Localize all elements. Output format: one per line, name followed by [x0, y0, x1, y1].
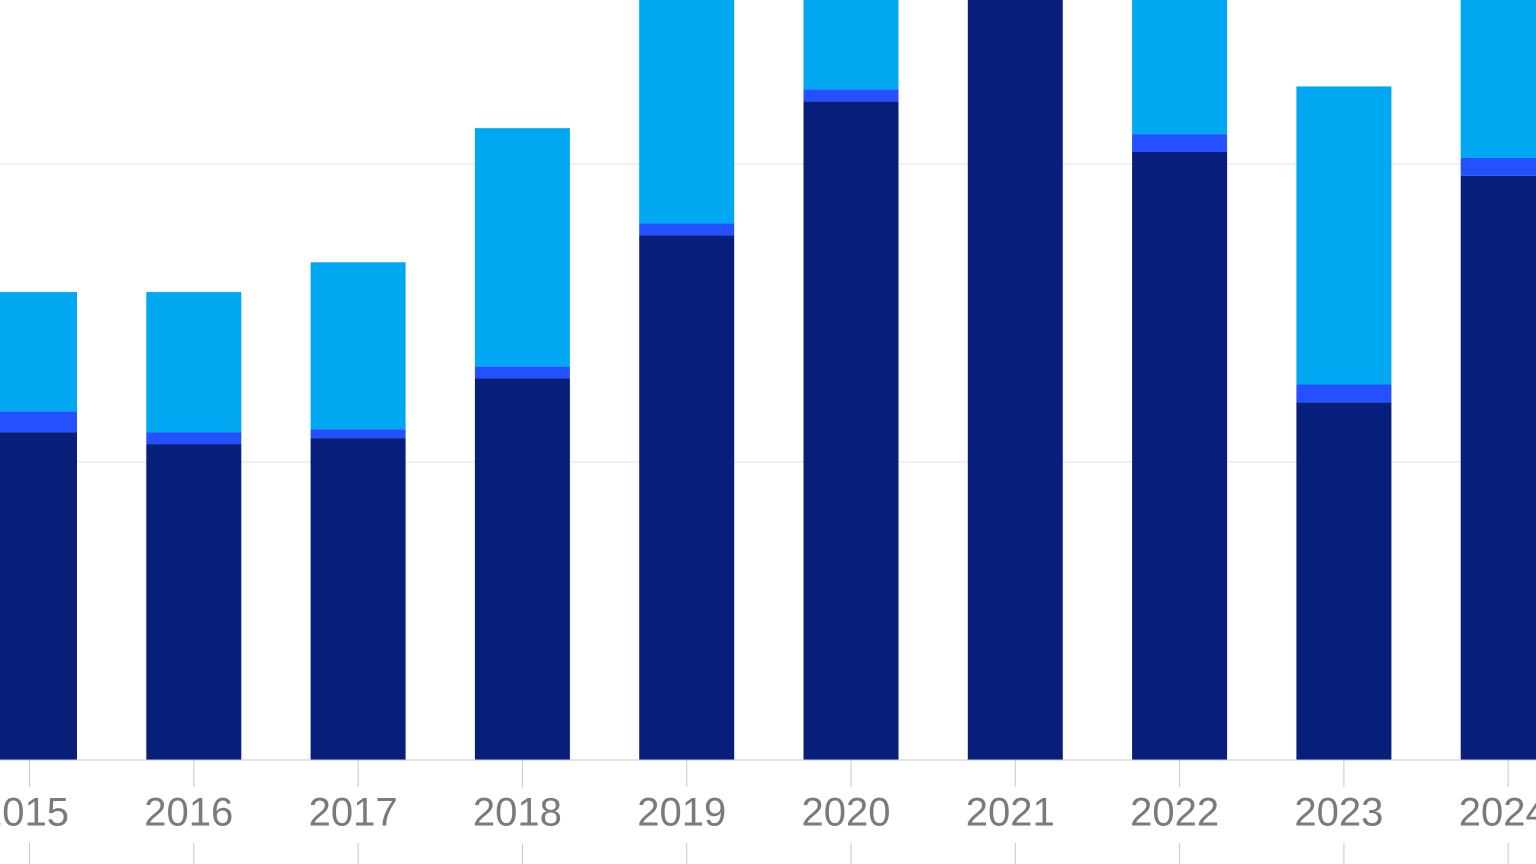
bar-segment	[310, 429, 406, 439]
bar-segment	[1296, 86, 1392, 385]
bar-segment	[0, 292, 77, 412]
bar-segment	[474, 128, 570, 367]
bar-segment	[1460, 0, 1536, 158]
x-tick-label: 2024	[1459, 791, 1536, 835]
bar-segment	[146, 432, 242, 445]
x-tick-label: 2015	[0, 791, 69, 835]
x-tick-label: 2018	[473, 791, 562, 835]
bar-segment	[1460, 157, 1536, 176]
bar-segment	[474, 366, 570, 379]
x-tick-label: 2020	[802, 791, 891, 835]
bar-segment	[1460, 175, 1536, 760]
bar-segment	[310, 262, 406, 430]
bar-segment	[639, 0, 735, 224]
bar-segment	[803, 101, 899, 761]
bar-segment	[1132, 134, 1228, 152]
bar-segment	[803, 89, 899, 102]
bar-segment	[967, 0, 1063, 760]
bar-segment	[639, 223, 735, 236]
bar-segment	[0, 411, 77, 433]
x-tick-label: 2021	[966, 791, 1055, 835]
bar-segment	[0, 432, 77, 760]
bar-segment	[803, 0, 899, 90]
x-tick-label: 2023	[1294, 791, 1383, 835]
bar-segment	[146, 292, 242, 433]
bar-segment	[639, 235, 735, 760]
bar-segment	[474, 378, 570, 760]
bar-segment	[310, 438, 406, 760]
bar-segment	[1132, 0, 1228, 135]
x-tick-label: 2017	[309, 791, 398, 835]
x-tick-label: 2016	[144, 791, 233, 835]
bar-segment	[146, 444, 242, 760]
bar-segment	[1296, 402, 1392, 760]
x-tick-label: 2019	[637, 791, 726, 835]
bar-segment	[1296, 384, 1392, 403]
bar-segment	[1132, 152, 1228, 760]
x-tick-label: 2022	[1130, 791, 1219, 835]
